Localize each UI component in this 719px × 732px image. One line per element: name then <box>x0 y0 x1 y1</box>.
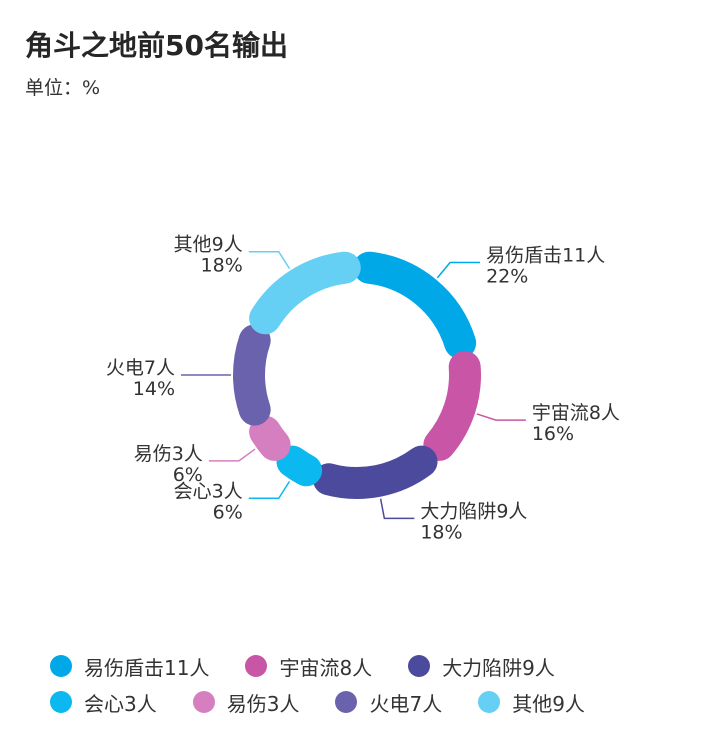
legend-label: 大力陷阱9人 <box>442 655 555 680</box>
slice-label: 大力陷阱9人 <box>420 500 527 522</box>
slice-label: 宇宙流8人 <box>532 402 620 424</box>
legend-swatch <box>478 691 501 713</box>
slice-value-label: 6% <box>213 501 243 523</box>
leader-line <box>379 498 415 520</box>
slice-label: 会心3人 <box>174 480 243 502</box>
leader-line <box>476 413 526 421</box>
legend-item[interactable]: 会心3人 <box>50 688 157 717</box>
slice-value-label: 14% <box>133 378 175 400</box>
leader-line <box>208 448 256 462</box>
donut-slice[interactable] <box>249 251 361 335</box>
legend-swatch <box>192 691 215 713</box>
donut-slice[interactable] <box>353 251 477 359</box>
legend-swatch <box>335 691 358 713</box>
legend-item[interactable]: 大力陷阱9人 <box>408 652 555 681</box>
legend-row: 会心3人 易伤3人 火电7人 其他9人 <box>50 684 710 720</box>
slice-label: 易伤3人 <box>134 443 203 465</box>
slice-value-label: 18% <box>420 521 462 543</box>
legend-label: 宇宙流8人 <box>279 655 373 680</box>
slice-value-label: 18% <box>201 255 243 277</box>
legend-label: 易伤盾击11人 <box>84 655 210 680</box>
legend-swatch <box>50 691 72 713</box>
donut-slice[interactable] <box>249 415 291 461</box>
legend-swatch <box>408 655 431 677</box>
slice-label: 其他9人 <box>174 234 243 256</box>
legend-item[interactable]: 宇宙流8人 <box>245 652 372 681</box>
donut-slice[interactable] <box>312 445 438 499</box>
slice-label: 火电7人 <box>106 357 175 379</box>
legend-row: 易伤盾击11人 宇宙流8人 大力陷阱9人 <box>50 648 710 684</box>
legend-label: 易伤3人 <box>226 691 300 716</box>
slice-value-label: 16% <box>532 423 574 445</box>
donut-slice[interactable] <box>276 445 323 487</box>
legend-swatch <box>245 655 268 677</box>
legend-swatch <box>50 655 72 677</box>
legend-item[interactable]: 易伤盾击11人 <box>50 652 209 681</box>
slice-label: 易伤盾击11人 <box>486 245 605 267</box>
leader-line <box>248 250 291 270</box>
slice-value-label: 6% <box>173 464 203 486</box>
leader-line <box>436 261 481 279</box>
donut-chart: 易伤盾击11人22%宇宙流8人16%大力陷阱9人18%会心3人6%易伤3人6%火… <box>106 234 620 544</box>
legend: 易伤盾击11人 宇宙流8人 大力陷阱9人 会心3人 易伤3人 火电7人 其他9人 <box>50 648 710 720</box>
legend-label: 火电7人 <box>369 691 443 716</box>
unit-label: 单位：% <box>25 77 101 99</box>
chart-title: 角斗之地前50名输出 <box>25 29 288 62</box>
legend-item[interactable]: 易伤3人 <box>192 688 300 717</box>
donut-slice[interactable] <box>423 350 481 461</box>
leader-line <box>248 480 291 500</box>
legend-item[interactable]: 其他9人 <box>478 688 585 717</box>
donut-slice[interactable] <box>233 324 271 426</box>
legend-item[interactable]: 火电7人 <box>335 688 442 717</box>
slice-value-label: 22% <box>486 266 528 288</box>
legend-label: 会心3人 <box>84 691 157 716</box>
legend-label: 其他9人 <box>512 691 585 716</box>
